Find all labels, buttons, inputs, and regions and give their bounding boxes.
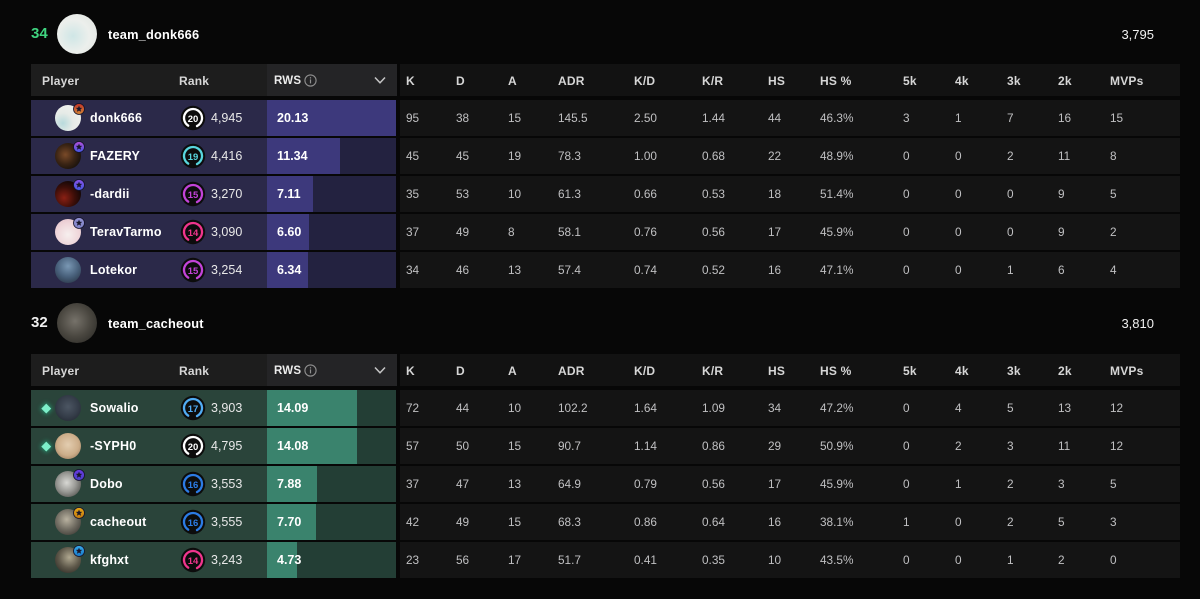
svg-text:19: 19	[188, 152, 199, 163]
svg-text:20: 20	[188, 114, 199, 125]
svg-text:20: 20	[188, 442, 199, 453]
svg-text:14: 14	[188, 556, 199, 567]
svg-text:17: 17	[188, 404, 199, 415]
svg-text:14: 14	[188, 228, 199, 239]
svg-text:15: 15	[188, 190, 199, 201]
svg-text:16: 16	[188, 518, 199, 529]
svg-text:15: 15	[188, 266, 199, 277]
svg-text:16: 16	[188, 480, 199, 491]
